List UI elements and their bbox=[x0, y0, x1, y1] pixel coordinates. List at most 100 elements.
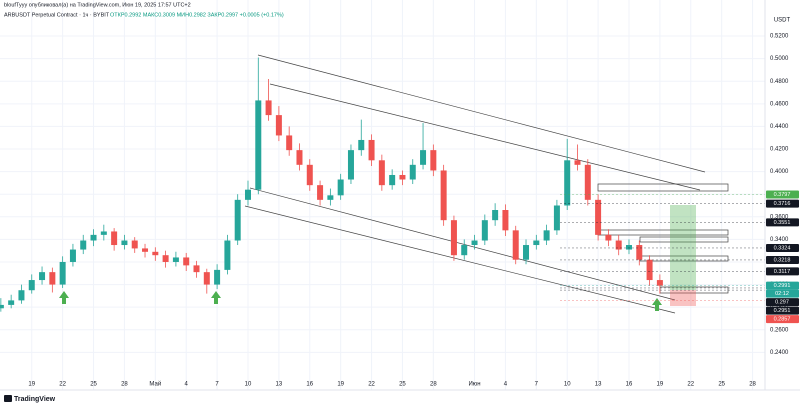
price-label: 0.3117 bbox=[774, 269, 790, 275]
candle-body bbox=[347, 150, 354, 180]
x-tick-label: 25 bbox=[718, 382, 725, 388]
position-loss bbox=[670, 290, 696, 306]
candle-body bbox=[131, 240, 138, 249]
channel-line bbox=[269, 83, 701, 191]
y-tick-label: 0.4200 bbox=[770, 147, 789, 153]
candle-body bbox=[317, 185, 324, 200]
x-tick-label: 25 bbox=[90, 382, 97, 388]
arrow bbox=[59, 291, 69, 304]
x-tick-label: 19 bbox=[28, 382, 35, 388]
y-tick-label: 0.4600 bbox=[770, 101, 789, 107]
candle-body bbox=[306, 164, 313, 186]
x-tick-label: 10 bbox=[245, 382, 252, 388]
candle-body bbox=[337, 179, 344, 196]
drawings bbox=[244, 54, 729, 314]
x-tick-label: 4 bbox=[185, 382, 189, 388]
y-tick-label: 0.5200 bbox=[770, 34, 789, 40]
candle-body bbox=[111, 231, 118, 246]
y-tick-label: 0.4800 bbox=[770, 79, 789, 85]
arrows bbox=[59, 291, 662, 311]
candle-body bbox=[183, 257, 190, 266]
candle-body bbox=[90, 234, 97, 241]
x-tick-label: 28 bbox=[430, 382, 437, 388]
candle-body bbox=[286, 135, 293, 151]
candle-body bbox=[172, 257, 179, 262]
x-tick-label: 13 bbox=[595, 382, 602, 388]
countdown: 02:12 bbox=[775, 291, 789, 297]
x-tick-label: 13 bbox=[276, 382, 283, 388]
candle-body bbox=[28, 280, 35, 291]
y-tick-label: 0.2600 bbox=[770, 327, 789, 333]
price-label-box bbox=[766, 298, 799, 307]
candle-body bbox=[214, 269, 221, 285]
candle-body bbox=[244, 189, 251, 200]
price-label: 0.3218 bbox=[774, 257, 791, 263]
candle-body bbox=[605, 234, 612, 241]
channel-line bbox=[257, 54, 706, 173]
candle-body bbox=[39, 272, 46, 281]
price-label: 0.297 bbox=[775, 300, 789, 306]
candle-body bbox=[121, 240, 128, 246]
candle-body bbox=[265, 100, 272, 116]
x-tick-label: 16 bbox=[306, 382, 313, 388]
candle-body bbox=[49, 272, 56, 285]
labels: 0.24000.26000.28000.30000.32000.34000.36… bbox=[28, 34, 799, 388]
candle-body bbox=[0, 304, 4, 309]
grid bbox=[0, 0, 765, 390]
price-label-box bbox=[766, 306, 799, 315]
candle-body bbox=[430, 150, 437, 171]
candle-body bbox=[625, 245, 632, 250]
candle-body bbox=[615, 240, 622, 250]
price-label-box bbox=[766, 255, 799, 264]
price-label: 0.3797 bbox=[774, 192, 791, 198]
price-label-box bbox=[766, 199, 799, 208]
candle-body bbox=[18, 290, 25, 301]
candle-body bbox=[255, 100, 262, 190]
x-tick-label: 25 bbox=[399, 382, 406, 388]
x-tick-label: 28 bbox=[121, 382, 128, 388]
candle-body bbox=[481, 220, 488, 241]
x-tick-label: 28 bbox=[749, 382, 756, 388]
price-label-box bbox=[766, 267, 799, 276]
arrow bbox=[211, 291, 221, 304]
brand: TradingView bbox=[14, 396, 56, 403]
candle-body bbox=[492, 210, 499, 221]
price-label: 0.2991 bbox=[774, 283, 791, 289]
candle-body bbox=[193, 265, 200, 273]
header-symbol: ARBUSDT Perpetual Contract · 1ч · BYBIT bbox=[4, 12, 110, 18]
x-tick-label: Май bbox=[149, 381, 161, 388]
x-tick-label: 7 bbox=[535, 382, 539, 388]
candle-body bbox=[543, 230, 550, 241]
candle-body bbox=[502, 210, 509, 231]
price-label-box bbox=[766, 218, 799, 227]
x-tick-label: 4 bbox=[504, 382, 508, 388]
candle-body bbox=[595, 199, 602, 235]
y-tick-label: 0.3400 bbox=[770, 237, 789, 243]
candle-body bbox=[409, 164, 416, 180]
x-tick-label: 22 bbox=[59, 382, 66, 388]
x-tick-label: 22 bbox=[368, 382, 375, 388]
candle-body bbox=[368, 139, 375, 161]
candle-body bbox=[553, 205, 560, 231]
candle-body bbox=[224, 240, 231, 270]
candle-body bbox=[471, 240, 478, 246]
candle-body bbox=[234, 199, 241, 241]
candle-body bbox=[100, 231, 107, 235]
candle-body bbox=[564, 160, 571, 206]
candle-body bbox=[420, 150, 427, 165]
x-tick-label: 22 bbox=[687, 382, 694, 388]
y-tick-label: 0.5000 bbox=[770, 56, 789, 62]
x-tick-label: 7 bbox=[215, 382, 219, 388]
candle-body bbox=[142, 248, 149, 252]
price-label: 0.3716 bbox=[774, 201, 791, 207]
candle-body bbox=[80, 240, 87, 250]
channel-line bbox=[244, 205, 676, 314]
candle-body bbox=[378, 160, 385, 186]
price-label-box bbox=[766, 243, 799, 252]
x-tick-label: 16 bbox=[626, 382, 633, 388]
candle-body bbox=[656, 280, 663, 286]
candle-body bbox=[584, 164, 591, 200]
candle-body bbox=[523, 245, 530, 260]
